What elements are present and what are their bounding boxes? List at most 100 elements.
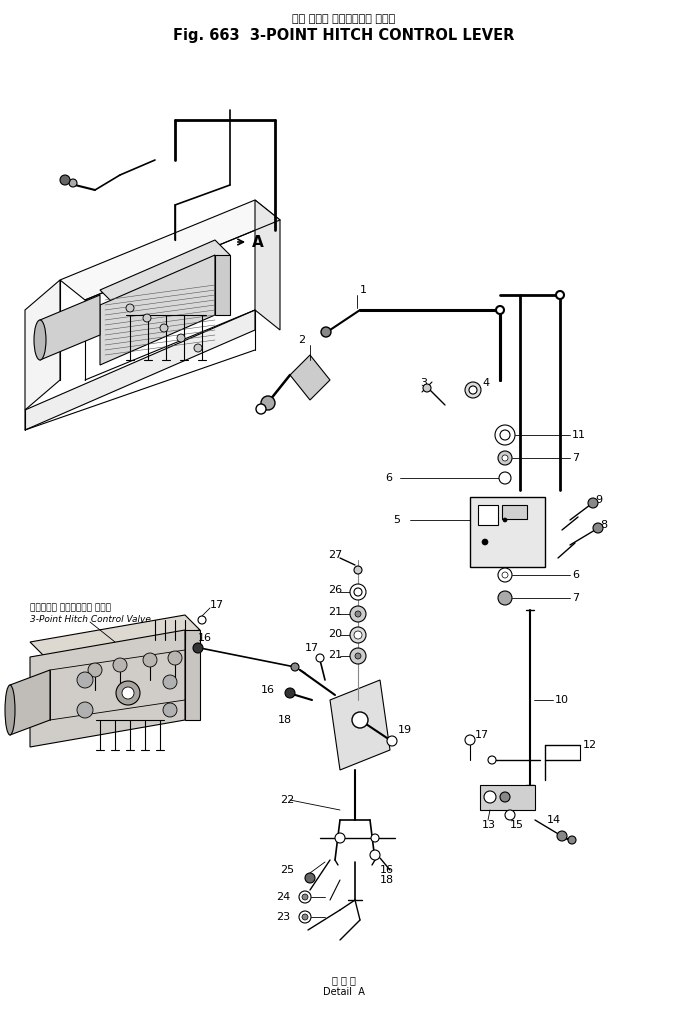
Circle shape (335, 832, 345, 843)
Circle shape (488, 756, 496, 764)
Polygon shape (100, 255, 215, 365)
Circle shape (371, 834, 379, 842)
Circle shape (143, 653, 157, 667)
Circle shape (285, 689, 295, 698)
Circle shape (350, 584, 366, 600)
Circle shape (482, 539, 488, 545)
Circle shape (160, 324, 168, 332)
Text: 3: 3 (420, 378, 427, 388)
Circle shape (88, 663, 102, 677)
Polygon shape (40, 295, 100, 360)
Text: 16: 16 (261, 685, 275, 695)
Text: 25: 25 (280, 865, 294, 875)
Text: 18: 18 (278, 715, 292, 725)
Circle shape (305, 873, 315, 883)
Circle shape (498, 591, 512, 605)
Text: Detail  A: Detail A (323, 987, 365, 997)
Text: 1: 1 (360, 285, 367, 295)
Text: 15: 15 (510, 820, 524, 830)
Circle shape (556, 291, 564, 299)
Polygon shape (30, 630, 185, 747)
Circle shape (557, 831, 567, 841)
Text: 19: 19 (398, 725, 412, 735)
Circle shape (126, 304, 134, 312)
Polygon shape (330, 680, 390, 770)
Text: 17: 17 (210, 600, 224, 610)
Bar (478, 505, 498, 525)
Circle shape (113, 658, 127, 672)
Circle shape (465, 382, 481, 399)
Text: 4: 4 (482, 378, 489, 388)
Text: ３点ヒッチ コントロール バルブ: ３点ヒッチ コントロール バルブ (30, 603, 111, 612)
Text: 14: 14 (547, 815, 561, 825)
Text: A: A (252, 234, 264, 249)
Polygon shape (10, 670, 50, 735)
Text: 6: 6 (385, 473, 392, 483)
Polygon shape (60, 200, 280, 300)
Circle shape (354, 631, 362, 639)
Ellipse shape (34, 320, 46, 360)
Text: 8: 8 (600, 520, 607, 530)
Text: 13: 13 (482, 820, 496, 830)
Polygon shape (25, 310, 255, 430)
Circle shape (423, 384, 431, 392)
Circle shape (500, 430, 510, 440)
Circle shape (498, 451, 512, 465)
Circle shape (177, 334, 185, 342)
Circle shape (568, 836, 576, 844)
Text: 27: 27 (328, 550, 342, 560)
Polygon shape (255, 200, 280, 330)
Circle shape (350, 606, 366, 622)
Text: 21: 21 (328, 607, 342, 617)
Circle shape (291, 663, 299, 671)
Circle shape (163, 675, 177, 689)
Circle shape (495, 425, 515, 445)
Polygon shape (100, 240, 230, 305)
Circle shape (256, 404, 266, 414)
Circle shape (163, 703, 177, 717)
Circle shape (299, 891, 311, 903)
Polygon shape (215, 255, 230, 315)
Circle shape (316, 654, 324, 662)
Text: 3-Point Hitch Control Valve: 3-Point Hitch Control Valve (30, 615, 151, 625)
Circle shape (588, 498, 598, 508)
Polygon shape (185, 630, 200, 720)
Text: 22: 22 (280, 795, 294, 805)
Text: 9: 9 (595, 495, 602, 505)
Polygon shape (30, 615, 200, 657)
Circle shape (465, 735, 475, 745)
Circle shape (354, 588, 362, 596)
Text: ３点 ヒッチ コントロール レバー: ３点 ヒッチ コントロール レバー (292, 14, 396, 24)
Circle shape (122, 687, 134, 699)
Text: 7: 7 (572, 453, 579, 463)
Circle shape (261, 396, 275, 410)
Circle shape (168, 651, 182, 665)
Text: 16: 16 (198, 633, 212, 643)
Text: 17: 17 (475, 730, 489, 740)
Text: 17: 17 (305, 643, 319, 653)
Circle shape (198, 615, 206, 624)
Text: 2: 2 (298, 335, 305, 345)
Circle shape (69, 179, 77, 187)
Text: 7: 7 (572, 593, 579, 603)
Circle shape (499, 472, 511, 484)
Text: 16: 16 (380, 865, 394, 875)
Circle shape (352, 712, 368, 728)
Circle shape (60, 175, 70, 185)
Text: 5: 5 (393, 515, 400, 525)
Circle shape (496, 306, 504, 314)
Text: 11: 11 (572, 430, 586, 440)
Circle shape (500, 792, 510, 802)
Circle shape (387, 736, 397, 746)
Text: 12: 12 (583, 740, 597, 750)
Text: Ａ 部 詳: Ａ 部 詳 (332, 975, 356, 985)
Circle shape (193, 643, 203, 653)
Circle shape (299, 911, 311, 923)
Text: 26: 26 (328, 585, 342, 595)
Circle shape (593, 523, 603, 533)
Text: 20: 20 (328, 629, 342, 639)
Ellipse shape (5, 685, 15, 735)
Circle shape (143, 314, 151, 322)
Circle shape (502, 572, 508, 578)
Circle shape (370, 850, 380, 860)
